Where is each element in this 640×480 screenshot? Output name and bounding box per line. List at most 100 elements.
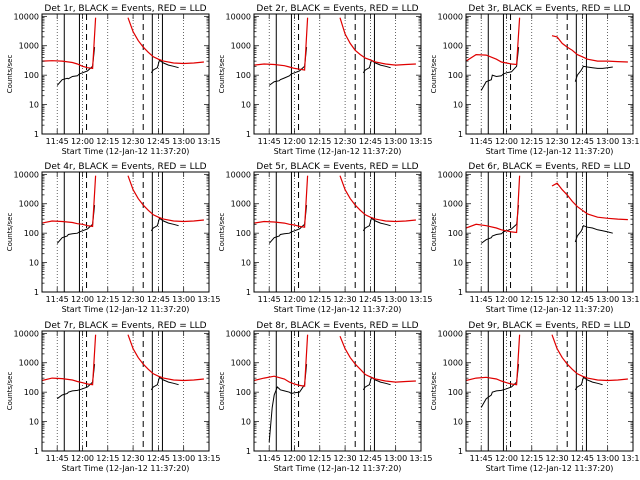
x-tick-label: 12:15 <box>308 137 331 146</box>
x-axis-label: Start Time (12-Jan-12 11:37:20) <box>486 147 614 156</box>
plot-area <box>42 14 209 134</box>
x-tick-label: 12:15 <box>520 137 543 146</box>
plot-area <box>466 172 633 292</box>
y-tick-label: 1000 <box>443 42 463 51</box>
x-tick-label: 12:00 <box>283 454 306 463</box>
series-line-events <box>574 225 613 243</box>
series-line-lld <box>466 17 521 66</box>
x-tick-label: 12:30 <box>546 137 569 146</box>
y-tick-label: 1000 <box>231 200 251 209</box>
chart-title: Det 9r, BLACK = Events, RED = LLD <box>468 321 630 331</box>
y-tick-label: 10000 <box>438 12 463 21</box>
x-tick-label: 13:00 <box>596 137 619 146</box>
x-tick-label: 12:30 <box>334 454 357 463</box>
x-axis-label: Start Time (12-Jan-12 11:37:20) <box>62 147 190 156</box>
x-tick-label: 13:00 <box>384 137 407 146</box>
x-tick-label: 11:45 <box>46 137 69 146</box>
y-tick-label: 10 <box>241 418 251 427</box>
y-axis-label: Counts/sec <box>430 213 438 252</box>
axes-frame <box>253 13 422 135</box>
series-line-lld <box>42 334 97 386</box>
y-tick-label: 10 <box>453 418 463 427</box>
x-tick-label: 12:45 <box>571 137 594 146</box>
series-line-events <box>150 376 179 391</box>
chart-title: Det 1r, BLACK = Events, RED = LLD <box>44 4 206 14</box>
x-tick-label: 12:00 <box>283 137 306 146</box>
y-tick-label: 1000 <box>19 42 39 51</box>
x-axis-label: Start Time (12-Jan-12 11:37:20) <box>62 464 190 473</box>
x-tick-label: 13:00 <box>384 295 407 304</box>
x-tick-label: 12:00 <box>495 454 518 463</box>
x-tick-label: 12:15 <box>96 137 119 146</box>
series-line-events <box>150 59 179 74</box>
x-tick-label: 12:30 <box>546 295 569 304</box>
y-tick-label: 1 <box>34 288 39 297</box>
y-tick-label: 10000 <box>226 329 251 338</box>
y-tick-label: 100 <box>24 229 39 238</box>
x-tick-label: 11:45 <box>258 137 281 146</box>
x-tick-label: 12:30 <box>334 295 357 304</box>
y-tick-label: 1 <box>246 288 251 297</box>
x-tick-label: 13:15 <box>621 295 640 304</box>
y-tick-label: 100 <box>236 388 251 397</box>
chart-title: Det 4r, BLACK = Events, RED = LLD <box>44 162 206 172</box>
x-tick-label: 12:45 <box>147 137 170 146</box>
x-tick-label: 11:45 <box>258 295 281 304</box>
series-line-lld <box>127 17 204 65</box>
x-tick-label: 12:15 <box>308 295 331 304</box>
x-axis-label: Start Time (12-Jan-12 11:37:20) <box>274 464 402 473</box>
axes-frame <box>41 330 210 452</box>
y-tick-label: 10 <box>241 259 251 268</box>
series-line-events <box>480 47 520 91</box>
plot-area <box>254 172 421 292</box>
x-tick-label: 13:00 <box>596 295 619 304</box>
y-tick-label: 100 <box>24 71 39 80</box>
x-tick-label: 12:15 <box>520 454 543 463</box>
axes-frame <box>41 171 210 293</box>
x-tick-label: 12:15 <box>308 454 331 463</box>
series-line-events <box>56 364 96 400</box>
x-tick-label: 13:15 <box>409 295 432 304</box>
x-tick-label: 12:45 <box>571 454 594 463</box>
series-line-lld <box>42 17 97 70</box>
y-tick-label: 1 <box>34 130 39 139</box>
x-tick-label: 11:45 <box>470 137 493 146</box>
chart-title: Det 6r, BLACK = Events, RED = LLD <box>468 162 630 172</box>
y-axis-label: Counts/sec <box>218 213 226 252</box>
x-tick-label: 12:00 <box>71 137 94 146</box>
plot-area <box>42 331 209 451</box>
x-tick-label: 13:00 <box>384 454 407 463</box>
series-line-lld <box>551 35 628 63</box>
plot-area <box>42 172 209 292</box>
y-tick-label: 1 <box>458 130 463 139</box>
y-tick-label: 100 <box>448 388 463 397</box>
y-tick-label: 1000 <box>443 359 463 368</box>
y-axis-label: Counts/sec <box>6 372 14 411</box>
series-line-events <box>574 376 603 391</box>
x-tick-label: 11:45 <box>470 295 493 304</box>
chart-panel-8: Det 8r, BLACK = Events, RED = LLD 1 10 100 1… <box>218 321 433 473</box>
y-axis-label: Counts/sec <box>430 55 438 94</box>
x-tick-label: 11:45 <box>46 454 69 463</box>
x-tick-label: 13:15 <box>197 454 220 463</box>
axes-frame <box>465 171 634 293</box>
chart-title: Det 5r, BLACK = Events, RED = LLD <box>256 162 418 172</box>
y-tick-label: 10 <box>29 418 39 427</box>
y-tick-label: 100 <box>236 229 251 238</box>
x-tick-label: 12:45 <box>359 137 382 146</box>
y-tick-label: 1 <box>458 447 463 456</box>
x-tick-label: 12:30 <box>546 454 569 463</box>
x-axis-label: Start Time (12-Jan-12 11:37:20) <box>274 147 402 156</box>
y-tick-label: 1 <box>458 288 463 297</box>
y-tick-label: 1000 <box>231 359 251 368</box>
axes-frame <box>41 13 210 135</box>
x-tick-label: 12:30 <box>334 137 357 146</box>
chart-panel-3: Det 3r, BLACK = Events, RED = LLD 1 10 100 1… <box>430 4 640 156</box>
y-tick-label: 10000 <box>226 12 251 21</box>
series-line-lld <box>551 182 628 221</box>
x-tick-label: 11:45 <box>470 454 493 463</box>
chart-panel-5: Det 5r, BLACK = Events, RED = LLD 1 10 100 1… <box>218 162 433 314</box>
x-tick-label: 12:00 <box>71 295 94 304</box>
y-tick-label: 1000 <box>19 200 39 209</box>
